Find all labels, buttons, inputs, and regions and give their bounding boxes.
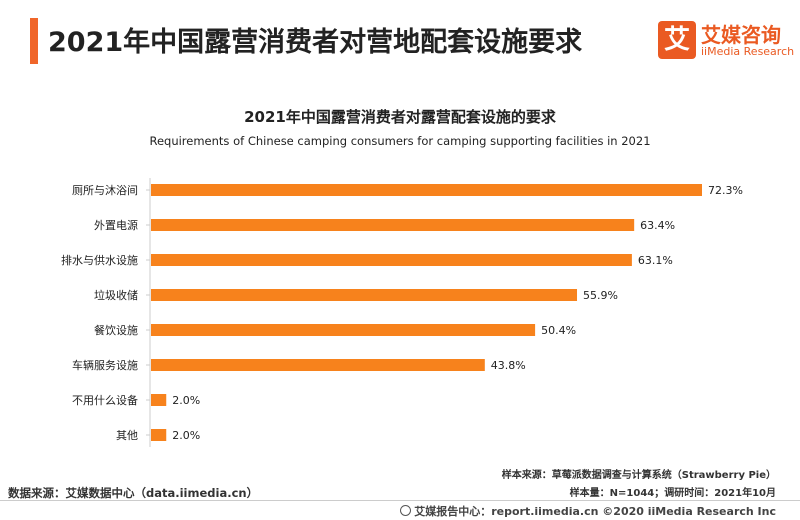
category-label: 车辆服务设施: [72, 358, 138, 372]
value-label: 63.1%: [638, 254, 673, 267]
footer-copyright: 艾媒报告中心：report.iimedia.cn ©2020 iiMedia R…: [400, 503, 776, 519]
page-title: 2021年中国露营消费者对营地配套设施要求: [48, 27, 583, 58]
bar: [151, 324, 536, 336]
title-accent-bar: [30, 18, 38, 64]
bar: [151, 394, 167, 406]
chart-title: 2021年中国露营消费者对露营配套设施的要求: [244, 108, 556, 126]
value-label: 2.0%: [172, 394, 200, 407]
category-label: 不用什么设备: [72, 393, 138, 407]
sample-size-note: 样本量：N=1044；调研时间：2021年10月: [569, 488, 776, 499]
report-center-icon: [400, 505, 412, 516]
footer-divider: [0, 500, 800, 501]
value-label: 63.4%: [640, 219, 675, 232]
category-label: 外置电源: [94, 218, 138, 232]
value-label: 43.8%: [491, 359, 526, 372]
value-label: 2.0%: [172, 429, 200, 442]
iimedia-logo: 艾 艾媒咨询 iiMedia Research: [658, 20, 798, 64]
category-label: 餐饮设施: [94, 323, 138, 337]
bar: [151, 219, 635, 231]
data-source-note: 数据来源：艾媒数据中心（data.iimedia.cn）: [8, 486, 259, 500]
chart-subtitle: Requirements of Chinese camping consumer…: [149, 134, 651, 148]
bar: [151, 289, 578, 301]
value-label: 50.4%: [541, 324, 576, 337]
category-label: 排水与供水设施: [61, 253, 138, 267]
logo-chinese-name: 艾媒咨询: [701, 23, 781, 47]
sample-source-note: 样本来源：草莓派数据调查与计算系统（Strawberry Pie）: [501, 470, 776, 481]
footer-copyright-text: 艾媒报告中心：report.iimedia.cn ©2020 iiMedia R…: [414, 505, 776, 518]
bar: [151, 184, 702, 196]
category-label: 垃圾收储: [94, 288, 138, 302]
bar: [151, 359, 485, 371]
category-label: 厕所与沐浴间: [72, 184, 138, 197]
bar: [151, 429, 167, 441]
category-label: 其他: [116, 429, 138, 442]
bar-chart: 厕所与沐浴间 72.3% 外置电源 63.4% 排水与供水设施 63.1% 垃圾收储 55.9…: [61, 178, 743, 447]
logo-english-name: iiMedia Research: [701, 45, 795, 58]
value-label: 55.9%: [583, 289, 618, 302]
logo-mark-icon: 艾: [658, 21, 696, 59]
bar: [151, 254, 632, 266]
value-label: 72.3%: [708, 184, 743, 197]
